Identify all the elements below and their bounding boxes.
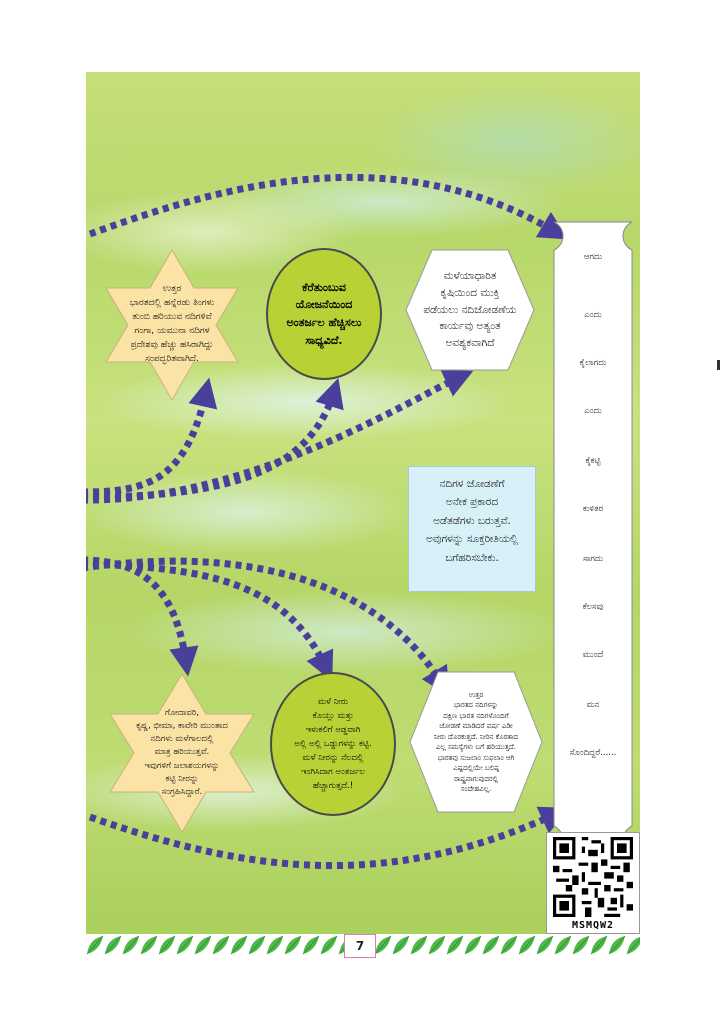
star-shape-icon [105, 249, 239, 401]
rect-note-obstacles: ನದಿಗಳ ಜೋಡಣೆಗೆ ಅನೇಕ ಪ್ರಕಾರದ ಅಡೆತಡೆಗಳು ಬರು… [408, 466, 536, 592]
scroll-word: ಮನ [586, 700, 600, 710]
dotted-arrows-icon [86, 173, 570, 870]
hex-note-rain-agriculture: ಮಳೆಯಾಧಾರಿತ ಕೃಷಿಯಿಂದ ಮುಕ್ತಿ ಪಡೆಯಲು ನದಿಜೋಡ… [404, 248, 536, 372]
scroll-word: ಆಗದು [583, 252, 603, 262]
oval-note-lake-filling: ಕೆರೆತುಂಬುವ ಯೋಜನೆಯಿಂದ ಅಂತರ್ಜಲ ಹೆಚ್ಚಿಸಲು ಸ… [266, 248, 382, 380]
oval-note-text: ಮಳೆ ನೀರು ಕೊಯ್ಲು ಮತ್ತು ಇಳುಕಲಿಗೆ ಅಡ್ಡವಾಗಿ … [294, 696, 372, 792]
star-note-text: ಗೋದಾವರಿ, ಕೃಷ್ಣ, ಭೀಮಾ, ಕಾವೇರಿ ಮುಂತಾದ ನದಿಗ… [136, 707, 228, 797]
scroll-word: ಸೊಂದಿದ್ದರೆ...... [569, 748, 617, 758]
scroll-word: ಕೆಲಸವು [582, 602, 604, 612]
qr-code-icon [553, 837, 633, 917]
qr-code-box[interactable]: MSMQW2 [546, 832, 640, 934]
qr-caption: MSMQW2 [571, 920, 615, 931]
hex-note-text: ಮಳೆಯಾಧಾರಿತ ಕೃಷಿಯಿಂದ ಮುಕ್ತಿ ಪಡೆಯಲು ನದಿಜೋಡ… [423, 270, 517, 350]
scroll-word: ಕೈಲಾಗದು [579, 358, 607, 368]
star-note-north-rivers: ಉತ್ತರ ಭಾರತದಲ್ಲಿ ಹನ್ನೆರಡು ತಿಂಗಳು ತುಂಬಿ ಹರ… [104, 248, 240, 402]
page-number: 7 [344, 934, 376, 958]
star-shape-icon [109, 673, 255, 833]
scroll-word: ಕೈಕಟ್ಟಿ [585, 456, 601, 466]
scroll-word: ಎಂದು [584, 310, 602, 320]
oval-note-rainwater-harvest: ಮಳೆ ನೀರು ಕೊಯ್ಲು ಮತ್ತು ಇಳುಕಲಿಗೆ ಅಡ್ಡವಾಗಿ … [270, 672, 396, 816]
poem-scroll: ಆಗದು ಎಂದು ಕೈಲಾಗದು ಎಂದು ಕೈಕಟ್ಟಿ ಕುಳಿತರ ಸಾ… [546, 218, 640, 858]
star-note-south-rivers: ಗೋದಾವರಿ, ಕೃಷ್ಣ, ಭೀಮಾ, ಕಾವೇರಿ ಮುಂತಾದ ನದಿಗ… [108, 672, 256, 834]
scroll-word: ಸಾಗದು [582, 554, 604, 564]
edge-mark [717, 360, 720, 370]
scroll-word: ಎಂದು [584, 406, 602, 416]
oval-note-text: ಕೆರೆತುಂಬುವ ಯೋಜನೆಯಿಂದ ಅಂತರ್ಜಲ ಹೆಚ್ಚಿಸಲು ಸ… [286, 280, 362, 347]
hex-note-text: ಉತ್ತರ ಭಾರತದ ನದಿಗಳನ್ನು ದಕ್ಷಿಣ ಭಾರತ ನದಿಗಳೊ… [434, 690, 518, 794]
star-note-text: ಉತ್ತರ ಭಾರತದಲ್ಲಿ ಹನ್ನೆರಡು ತಿಂಗಳು ತುಂಬಿ ಹರ… [129, 284, 215, 364]
hexagon-shape-icon [405, 249, 535, 371]
hex-note-river-linking: ಉತ್ತರ ಭಾರತದ ನದಿಗಳನ್ನು ದಕ್ಷಿಣ ಭಾರತ ನದಿಗಳೊ… [408, 670, 544, 814]
hexagon-shape-icon [409, 671, 543, 813]
scroll-word: ಕುಳಿತರ [582, 504, 604, 514]
scroll-word: ಮುಂದೆ [582, 650, 604, 660]
